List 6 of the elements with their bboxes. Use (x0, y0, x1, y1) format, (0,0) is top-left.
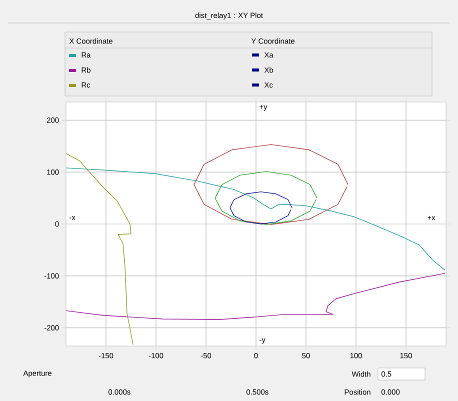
line-series (66, 272, 446, 320)
line-series (194, 144, 348, 225)
line-series (66, 168, 446, 271)
line-series (66, 153, 134, 345)
line-series (230, 191, 292, 224)
line-series (214, 171, 318, 225)
